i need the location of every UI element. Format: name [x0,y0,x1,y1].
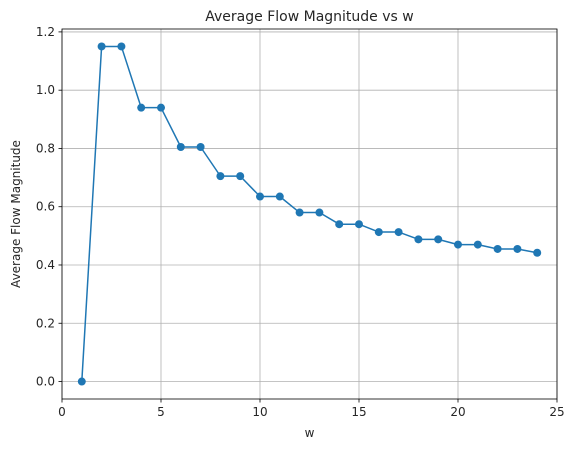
data-point [315,208,324,217]
data-point [157,103,165,112]
data-point [434,235,443,244]
data-point [77,377,86,386]
y-tick-label: 1.0 [36,83,55,97]
chart-title: Average Flow Magnitude vs w [205,9,413,25]
data-point [335,220,344,229]
data-point [256,192,264,201]
data-point [295,208,304,217]
data-point [493,244,502,253]
data-point [454,240,462,249]
plot-frame [61,28,558,400]
data-point [374,228,383,237]
grid-lines [61,29,558,399]
data-point [533,248,542,257]
data-point [394,228,403,237]
data-point [196,142,205,151]
data-point [137,103,146,112]
data-point [513,244,522,253]
axis-ticks: 0 5 10 15 20 25 0.0 0.2 0.4 0.6 0.8 1.0 1.2 [36,25,565,419]
x-tick-label: 20 [450,405,465,419]
data-point [473,240,482,249]
data-point [97,42,106,51]
x-tick-label: 0 [58,405,66,419]
y-tick-label: 1.2 [36,25,55,39]
y-tick-label: 0.8 [36,141,55,155]
y-tick-label: 0.4 [36,258,55,272]
y-tick-label: 0.0 [36,375,55,389]
series-layer [77,42,542,386]
data-point [275,192,284,201]
data-point [236,172,245,181]
data-point [355,220,363,229]
x-tick-label: 5 [157,405,165,419]
y-tick-label: 0.6 [36,200,55,214]
y-axis-title: Average Flow Magnitude [9,140,23,288]
data-point [414,235,423,244]
x-tick-label: 25 [549,405,564,419]
x-axis-title: w [305,426,315,440]
data-point [117,42,126,51]
y-tick-label: 0.2 [36,316,55,330]
data-point [216,172,225,181]
x-tick-label: 15 [351,405,366,419]
series-line [81,45,538,382]
x-tick-label: 10 [252,405,267,419]
data-point [176,142,185,151]
